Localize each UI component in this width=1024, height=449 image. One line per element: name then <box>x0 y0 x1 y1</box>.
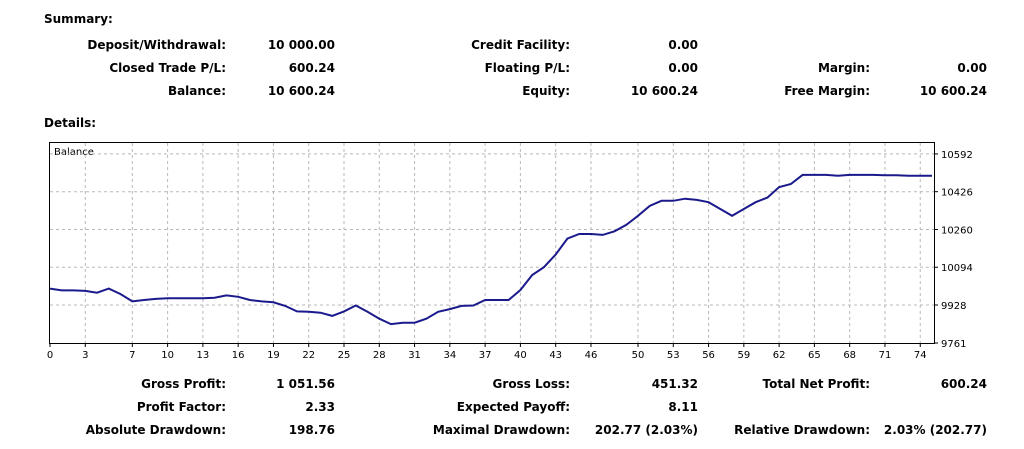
x-tick-label: 74 <box>914 350 927 361</box>
profit-factor-label: Profit Factor: <box>136 400 226 414</box>
x-tick-label: 37 <box>479 350 492 361</box>
balance-value: 10 600.24 <box>267 84 335 98</box>
closed-pl-value: 600.24 <box>288 61 335 75</box>
details-title: Details: <box>44 116 97 130</box>
margin-label: Margin: <box>817 61 870 75</box>
x-tick-label: 34 <box>443 350 456 361</box>
equity-label: Equity: <box>522 84 570 98</box>
profit-factor-value: 2.33 <box>305 400 335 414</box>
x-tick-label: 50 <box>632 350 645 361</box>
floating-value: 0.00 <box>668 61 698 75</box>
y-tick-label: 9761 <box>941 339 966 350</box>
x-tick-label: 59 <box>737 350 750 361</box>
x-tick-label: 53 <box>667 350 680 361</box>
y-tick-label: 10426 <box>941 188 973 199</box>
x-tick-label: 65 <box>808 350 821 361</box>
abs-drawdown-value: 198.76 <box>288 423 335 437</box>
gross-loss-label: Gross Loss: <box>492 377 570 391</box>
summary-title: Summary: <box>44 12 113 26</box>
expected-payoff-value: 8.11 <box>668 400 698 414</box>
margin-value: 0.00 <box>957 61 987 75</box>
deposit-value: 10 000.00 <box>267 38 335 52</box>
deposit-label: Deposit/Withdrawal: <box>87 38 226 52</box>
max-drawdown-label: Maximal Drawdown: <box>432 423 570 437</box>
x-tick-label: 10 <box>161 350 174 361</box>
x-tick-label: 7 <box>129 350 135 361</box>
total-net-value: 600.24 <box>940 377 987 391</box>
x-tick-label: 13 <box>197 350 210 361</box>
gross-profit-label: Gross Profit: <box>141 377 226 391</box>
y-tick-label: 10094 <box>941 263 973 274</box>
chart-title: Balance <box>54 147 94 158</box>
x-tick-label: 68 <box>843 350 856 361</box>
x-tick-label: 43 <box>549 350 562 361</box>
y-tick-label: 10592 <box>941 150 973 161</box>
y-tick-label: 10260 <box>941 225 973 236</box>
x-tick-label: 31 <box>408 350 421 361</box>
x-tick-label: 16 <box>232 350 245 361</box>
max-drawdown-value: 202.77 (2.03%) <box>594 423 698 437</box>
balance-chart-frame <box>49 142 935 344</box>
x-tick-label: 19 <box>267 350 280 361</box>
credit-value: 0.00 <box>668 38 698 52</box>
gross-loss-value: 451.32 <box>651 377 698 391</box>
free-margin-value: 10 600.24 <box>919 84 987 98</box>
x-tick-label: 22 <box>302 350 315 361</box>
x-tick-label: 56 <box>702 350 715 361</box>
rel-drawdown-value: 2.03% (202.77) <box>883 423 987 437</box>
chart-axes: 0 3 7 10 13 16 19 22 25 28 31 34 37 40 43 46 50 53 56 59 62 6… <box>47 150 973 361</box>
gross-profit-value: 1 051.56 <box>276 377 335 391</box>
expected-payoff-label: Expected Payoff: <box>456 400 570 414</box>
total-net-label: Total Net Profit: <box>762 377 870 391</box>
x-tick-label: 71 <box>879 350 892 361</box>
x-tick-label: 62 <box>773 350 786 361</box>
equity-value: 10 600.24 <box>630 84 698 98</box>
x-tick-label: 3 <box>82 350 88 361</box>
closed-pl-label: Closed Trade P/L: <box>109 61 226 75</box>
credit-label: Credit Facility: <box>471 38 570 52</box>
x-tick-label: 28 <box>373 350 386 361</box>
balance-label: Balance: <box>167 84 226 98</box>
balance-series-line <box>49 173 932 326</box>
x-tick-label: 0 <box>47 350 53 361</box>
y-tick-label: 9928 <box>941 301 966 312</box>
abs-drawdown-label: Absolute Drawdown: <box>85 423 226 437</box>
x-tick-label: 40 <box>514 350 527 361</box>
rel-drawdown-label: Relative Drawdown: <box>734 423 870 437</box>
chart-grid <box>50 143 934 343</box>
x-tick-label: 25 <box>338 350 351 361</box>
free-margin-label: Free Margin: <box>784 84 870 98</box>
floating-label: Floating P/L: <box>484 61 570 75</box>
x-tick-label: 46 <box>585 350 598 361</box>
